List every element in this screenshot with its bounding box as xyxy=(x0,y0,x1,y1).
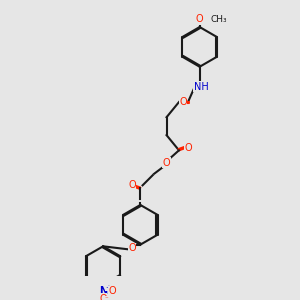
Text: CH₃: CH₃ xyxy=(210,15,227,24)
Text: +: + xyxy=(105,285,111,291)
Text: O: O xyxy=(128,243,136,253)
Text: O: O xyxy=(179,97,187,107)
Text: O: O xyxy=(109,286,117,296)
Text: O: O xyxy=(99,294,107,300)
Text: N: N xyxy=(99,286,107,296)
Text: O: O xyxy=(185,142,192,153)
Text: O: O xyxy=(128,180,136,190)
Text: O: O xyxy=(196,14,203,24)
Text: ⁻: ⁻ xyxy=(104,296,108,300)
Text: NH: NH xyxy=(194,82,208,92)
Text: O: O xyxy=(163,158,170,168)
